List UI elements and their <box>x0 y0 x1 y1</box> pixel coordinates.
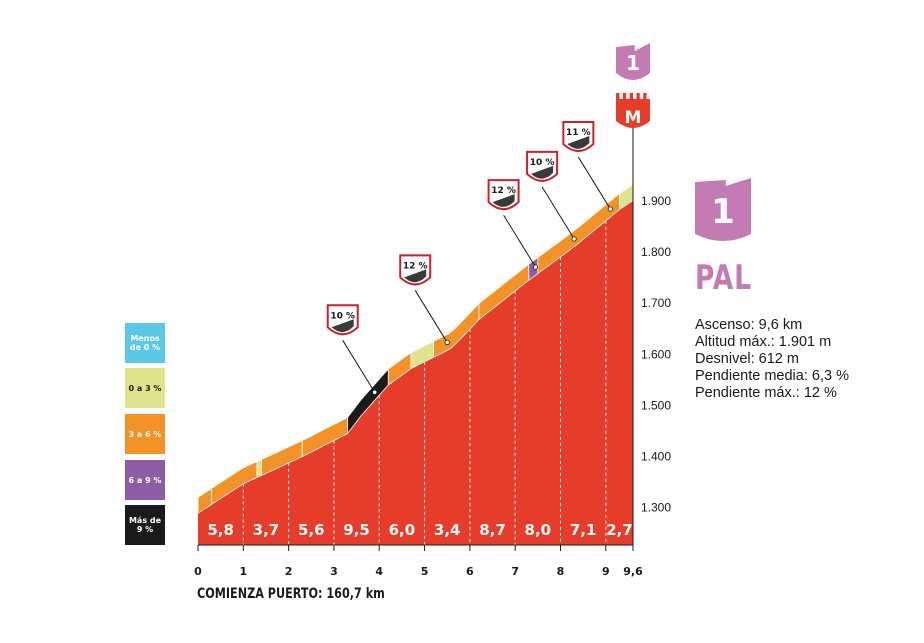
gradient-marker-leader <box>342 340 376 393</box>
x-tick-label: 2 <box>285 565 293 578</box>
x-tick-label: 9,6 <box>623 565 643 578</box>
legend-item-0-3: 0 a 3 % <box>125 368 165 408</box>
x-tick-label: 3 <box>330 565 338 578</box>
gradient-marker-point <box>532 264 539 270</box>
km-gradient-label: 7,1 <box>570 521 597 539</box>
summit-category-badge-small-label: 1 <box>626 51 640 75</box>
km-gradient-label: 5,6 <box>298 521 325 539</box>
stat-altitud: Altitud máx.: 1.901 m <box>695 334 832 350</box>
summit-category-badge <box>695 178 751 241</box>
legend-item-over-9: Más de 9 % <box>125 505 165 545</box>
gradient-marker-wedge <box>567 136 590 149</box>
gradient-marker-wedge <box>531 165 554 179</box>
gradient-marker-wedge <box>331 319 354 333</box>
gradient-marker-point <box>444 339 450 346</box>
gradient-marker-leader <box>541 186 575 240</box>
finish-badge <box>616 93 650 128</box>
gradient-marker-wedge <box>404 269 427 283</box>
km-gradient-label: 3,7 <box>253 521 280 539</box>
y-tick-label: 1.900 <box>641 194 671 208</box>
start-label: COMIENZA PUERTO: 160,7 km <box>197 586 385 602</box>
gradient-marker-point <box>607 206 613 212</box>
km-gradient-label: 3,4 <box>434 521 461 539</box>
gradient-marker-leader <box>414 290 448 343</box>
stat-pendiente-max: Pendiente máx.: 12 % <box>695 385 837 401</box>
gradient-marker-point <box>571 236 577 242</box>
climb-name: PAL <box>695 258 752 298</box>
gradient-marker-label: 12 % <box>403 261 428 271</box>
x-tick-label: 8 <box>557 565 565 578</box>
gradient-marker-label: 12 % <box>491 186 516 196</box>
km-gradient-label: 9,5 <box>343 521 370 539</box>
y-tick-label: 1.700 <box>641 296 671 310</box>
km-gradient-label: 8,7 <box>479 521 506 539</box>
gradient-marker-leader <box>503 214 537 268</box>
km-gradient-label: 2,7 <box>606 521 633 539</box>
x-tick-label: 9 <box>602 565 610 578</box>
km-gradient-label: 5,8 <box>207 521 234 539</box>
stat-pendiente-media: Pendiente media: 6,3 % <box>695 368 849 384</box>
y-tick-label: 1.800 <box>641 245 671 259</box>
y-tick-label: 1.500 <box>641 398 671 412</box>
x-tick-label: 6 <box>466 565 474 578</box>
legend-item-3-6: 3 a 6 % <box>125 414 165 454</box>
x-tick-label: 0 <box>194 565 202 578</box>
y-tick-label: 1.400 <box>641 450 671 464</box>
x-tick-label: 5 <box>421 565 429 578</box>
stat-desnivel: Desnivel: 612 m <box>695 351 799 367</box>
legend-item-below-0: Menos de 0 % <box>125 323 165 363</box>
gradient-marker-label: 11 % <box>566 128 591 138</box>
profile-area <box>198 200 633 545</box>
y-tick-label: 1.600 <box>641 347 671 361</box>
summit-category-badge-label: 1 <box>711 192 735 232</box>
summit-category-badge-small <box>616 43 650 80</box>
climb-stats: Ascenso: 9,6 km Altitud máx.: 1.901 m De… <box>695 317 849 402</box>
x-tick-label: 4 <box>375 565 383 578</box>
gradient-marker-leader <box>577 156 611 210</box>
gradient-marker-label: 10 % <box>530 158 555 168</box>
gradient-band-segment <box>256 458 262 479</box>
finish-badge-label: M <box>625 108 642 128</box>
gradient-marker-wedge <box>492 194 515 207</box>
y-tick-label: 1.300 <box>641 501 671 515</box>
x-tick-label: 1 <box>239 565 247 578</box>
km-gradient-label: 6,0 <box>389 521 416 539</box>
stat-ascenso: Ascenso: 9,6 km <box>695 317 803 333</box>
x-tick-label: 7 <box>511 565 519 578</box>
legend-item-6-9: 6 a 9 % <box>125 460 165 500</box>
km-gradient-label: 8,0 <box>525 521 552 539</box>
gradient-marker-label: 10 % <box>330 311 355 321</box>
gradient-marker-point <box>372 389 378 395</box>
